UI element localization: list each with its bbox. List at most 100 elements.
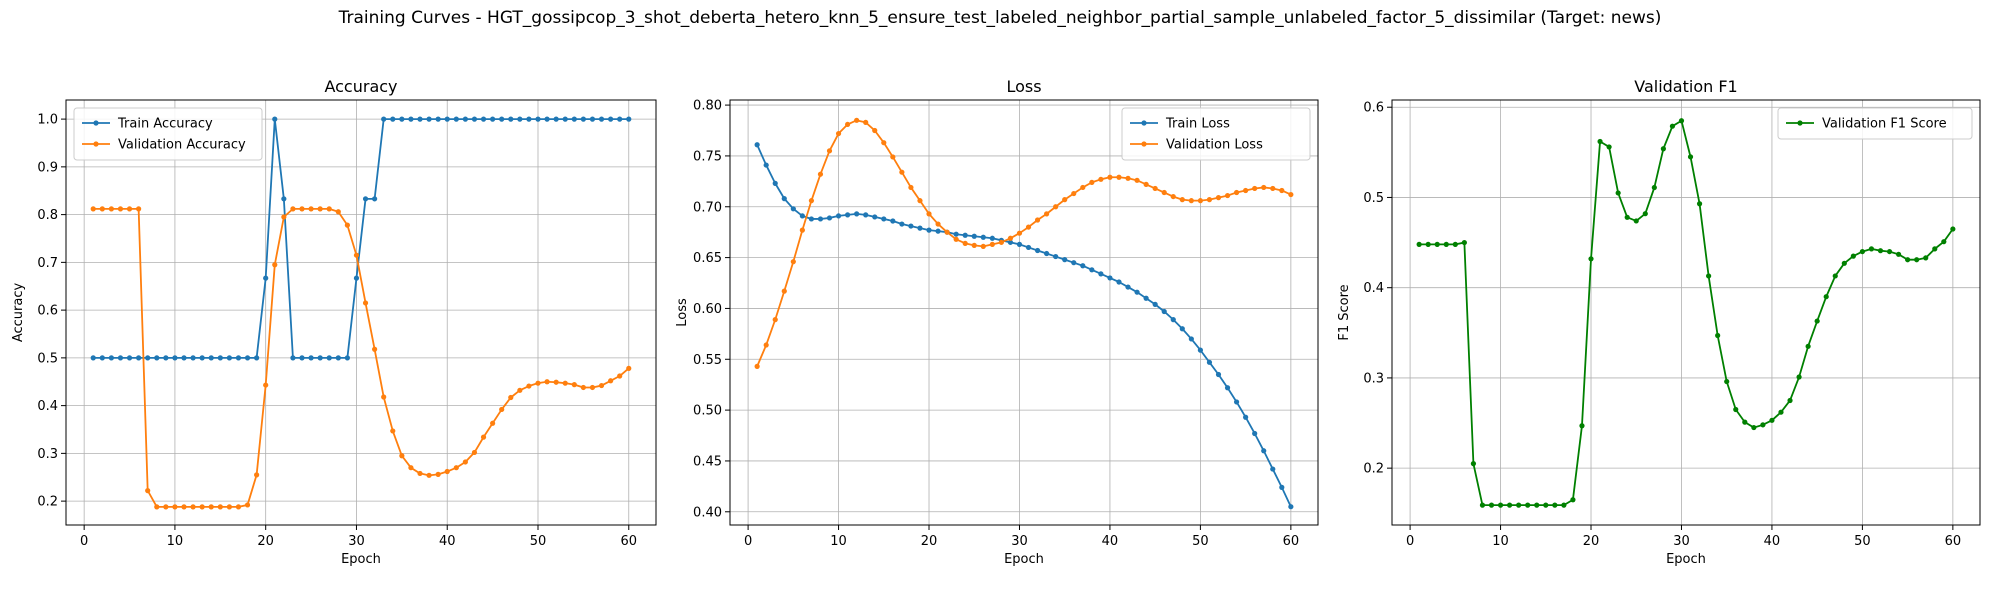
x-tick-label: 60 [1283, 534, 1300, 549]
data-point [308, 206, 313, 211]
data-point [299, 355, 304, 360]
data-point [1234, 190, 1239, 195]
data-point [1905, 257, 1910, 262]
data-point [617, 373, 622, 378]
data-point [1171, 194, 1176, 199]
data-point [1279, 485, 1284, 490]
data-point [1062, 197, 1067, 202]
legend-swatch-marker [1141, 141, 1146, 146]
data-point [327, 355, 332, 360]
data-point [499, 407, 504, 412]
y-tick-label: 0.2 [1363, 462, 1384, 477]
data-point [963, 241, 968, 246]
data-point [472, 450, 477, 455]
x-tick-label: 40 [1102, 534, 1119, 549]
data-point [626, 366, 631, 371]
data-point [109, 206, 114, 211]
data-point [181, 355, 186, 360]
data-point [1207, 360, 1212, 365]
data-point [1198, 348, 1203, 353]
data-point [1270, 186, 1275, 191]
data-point [981, 244, 986, 249]
data-point [1760, 422, 1765, 427]
data-point [200, 355, 205, 360]
data-point [590, 385, 595, 390]
data-point [544, 379, 549, 384]
data-point [1125, 176, 1130, 181]
data-point [890, 154, 895, 159]
data-point [1153, 302, 1158, 307]
data-point [764, 342, 769, 347]
data-point [227, 504, 232, 509]
data-point [1670, 124, 1675, 129]
y-tick-label: 0.4 [37, 399, 58, 414]
data-point [1279, 188, 1284, 193]
data-point [463, 117, 468, 122]
data-point [1815, 318, 1820, 323]
data-point [1697, 201, 1702, 206]
data-point [1071, 191, 1076, 196]
y-tick-label: 0.70 [693, 200, 722, 215]
chart-title: Validation F1 [1634, 77, 1737, 96]
data-point [254, 472, 259, 477]
y-tick-label: 0.6 [1363, 101, 1384, 116]
data-point [1243, 188, 1248, 193]
data-point [1643, 211, 1648, 216]
data-point [1471, 461, 1476, 466]
data-point [209, 355, 214, 360]
data-point [917, 198, 922, 203]
data-point [1878, 248, 1883, 253]
data-point [617, 117, 622, 122]
data-point [363, 196, 368, 201]
data-point [1198, 198, 1203, 203]
legend-label: Train Loss [1165, 117, 1230, 132]
legend: Train Loss Validation Loss [1122, 108, 1310, 160]
data-point [608, 378, 613, 383]
data-point [1525, 503, 1530, 508]
data-point [181, 504, 186, 509]
data-point [1715, 333, 1720, 338]
data-point [290, 355, 295, 360]
data-point [1189, 336, 1194, 341]
data-point [1035, 248, 1040, 253]
data-point [1180, 326, 1185, 331]
data-point [145, 355, 150, 360]
legend-label: Validation Loss [1166, 138, 1263, 153]
data-point [472, 117, 477, 122]
data-point [508, 395, 513, 400]
data-point [863, 212, 868, 217]
data-point [1688, 154, 1693, 159]
data-point [1107, 175, 1112, 180]
data-point [917, 226, 922, 231]
data-point [626, 117, 631, 122]
data-point [1116, 175, 1121, 180]
data-point [981, 235, 986, 240]
data-point [372, 196, 377, 201]
series-line [1419, 121, 1953, 505]
data-point [836, 213, 841, 218]
x-axis-label: Epoch [341, 552, 381, 567]
data-point [755, 364, 760, 369]
data-point [1833, 273, 1838, 278]
data-point [118, 355, 123, 360]
data-point [1950, 226, 1955, 231]
data-point [1552, 503, 1557, 508]
data-point [281, 214, 286, 219]
data-point [1134, 178, 1139, 183]
data-point [91, 355, 96, 360]
data-point [1171, 317, 1176, 322]
chart-loss: 0 10 20 30 40 50 600.400.450.500.550.600.650.7… [675, 77, 1318, 567]
data-point [1044, 211, 1049, 216]
data-point [1116, 279, 1121, 284]
data-point [1543, 503, 1548, 508]
data-point [845, 122, 850, 127]
data-point [190, 355, 195, 360]
data-point [990, 236, 995, 241]
data-point [881, 216, 886, 221]
data-point [426, 473, 431, 478]
data-point [445, 117, 450, 122]
data-point [590, 117, 595, 122]
legend-label: Train Accuracy [117, 117, 213, 132]
data-point [481, 435, 486, 440]
data-point [899, 170, 904, 175]
